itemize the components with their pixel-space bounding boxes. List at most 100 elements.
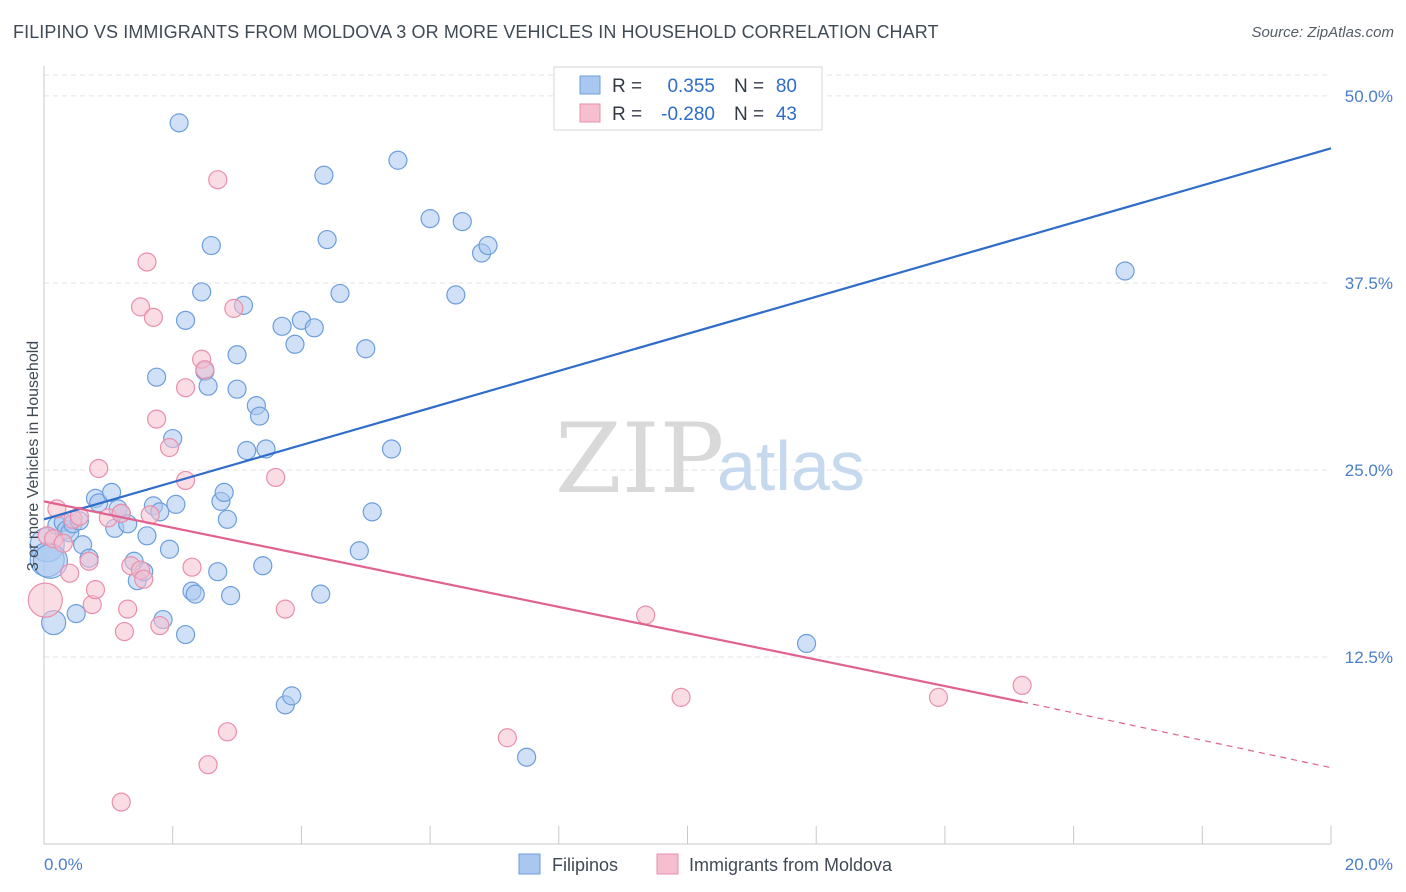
moldova-point-26 xyxy=(159,437,180,458)
moldova-point-28 xyxy=(175,378,196,398)
source-label: Source: ZipAtlas.com xyxy=(1251,24,1394,41)
watermark-atlas: atlas xyxy=(717,427,865,505)
legend-swatch-filipinos xyxy=(579,75,601,95)
filipinos-point-25 xyxy=(147,367,167,387)
moldova-point-20 xyxy=(134,569,154,589)
filipinos-point-61 xyxy=(317,229,337,250)
filipinos-point-51 xyxy=(253,556,273,576)
moldova-point-21 xyxy=(137,252,157,272)
moldova-point-33 xyxy=(208,170,228,190)
filipinos-point-73 xyxy=(517,747,537,767)
moldova-point-37 xyxy=(275,599,295,619)
moldova-point-25 xyxy=(150,615,170,636)
filipinos-point-30 xyxy=(166,494,186,514)
moldova-point-42 xyxy=(1012,675,1032,696)
watermark: ZIP atlas xyxy=(555,403,865,515)
y-tick-label-3: 50.0% xyxy=(1345,87,1393,106)
filipinos-point-60 xyxy=(314,165,334,185)
x-tick-labels: 0.0% 20.0% xyxy=(44,855,1393,874)
legend-swatch-moldova xyxy=(579,103,601,123)
filipinos-point-63 xyxy=(349,541,369,561)
moldova-point-36 xyxy=(266,467,286,488)
stats-legend: R = 0.355 N = 80 R = -0.280 N = 43 xyxy=(553,66,823,131)
legend-n-label-1: N = xyxy=(734,76,764,97)
filipinos-point-70 xyxy=(452,212,472,232)
moldova-point-24 xyxy=(147,409,167,429)
moldova-point-16 xyxy=(118,599,138,619)
filipinos-point-48 xyxy=(237,440,257,461)
x-tick-label-0: 0.0% xyxy=(44,855,83,874)
moldova-point-35 xyxy=(224,298,244,318)
filipinos-point-36 xyxy=(192,282,212,302)
chart-title: FILIPINO VS IMMIGRANTS FROM MOLDOVA 3 OR… xyxy=(13,22,939,42)
filipinos-point-32 xyxy=(175,624,196,645)
filipinos-point-28 xyxy=(159,539,180,559)
filipinos-point-72 xyxy=(478,235,498,256)
y-tick-label-0: 12.5% xyxy=(1345,648,1393,667)
series-legend-label-filipinos: Filipinos xyxy=(552,855,618,875)
moldova-points xyxy=(27,170,1032,812)
legend-r-value-2: -0.280 xyxy=(661,104,715,125)
filipinos-point-44 xyxy=(221,586,241,606)
filipinos-point-31 xyxy=(169,113,189,133)
legend-n-label-2: N = xyxy=(734,104,764,125)
filipinos-point-67 xyxy=(388,150,408,170)
moldova-point-38 xyxy=(497,728,517,748)
filipinos-point-74 xyxy=(796,633,817,654)
filipinos-point-66 xyxy=(381,439,402,459)
filipinos-point-53 xyxy=(272,316,292,336)
legend-r-label-1: R = xyxy=(612,76,642,97)
watermark-zip: ZIP xyxy=(555,403,724,515)
moldova-point-31 xyxy=(195,360,215,380)
filipinos-point-42 xyxy=(214,482,234,503)
filipinos-point-46 xyxy=(227,345,247,365)
moldova-point-39 xyxy=(636,605,656,625)
filipinos-point-55 xyxy=(282,686,302,706)
moldova-point-29 xyxy=(182,557,202,577)
moldova-point-11 xyxy=(89,458,109,479)
filipinos-trend-line xyxy=(43,147,1332,521)
moldova-point-19 xyxy=(130,297,151,317)
y-tick-label-1: 25.0% xyxy=(1345,461,1393,480)
filipinos-point-69 xyxy=(446,285,466,305)
filipinos-point-9 xyxy=(66,603,86,624)
filipinos-point-68 xyxy=(420,209,440,229)
legend-r-value-1: 0.355 xyxy=(667,76,715,97)
moldova-point-23 xyxy=(143,307,163,327)
series-legend-swatch-moldova xyxy=(656,853,679,875)
moldova-point-15 xyxy=(114,621,135,642)
moldova-point-34 xyxy=(217,722,237,742)
filipinos-point-23 xyxy=(137,526,157,546)
series-legend: Filipinos Immigrants from Moldova xyxy=(518,853,893,875)
y-tick-labels: 12.5% 25.0% 37.5% 50.0% xyxy=(1345,87,1393,667)
moldova-point-14 xyxy=(111,792,131,812)
moldova-trend-extension xyxy=(1021,701,1332,769)
moldova-point-41 xyxy=(928,687,949,707)
trend-lines xyxy=(43,147,1332,769)
filipinos-point-65 xyxy=(362,502,382,522)
moldova-point-13 xyxy=(111,503,131,523)
legend-r-label-2: R = xyxy=(612,104,642,125)
moldova-point-7 xyxy=(69,506,89,526)
y-axis-label: 3 or more Vehicles in Household xyxy=(25,341,42,571)
moldova-point-8 xyxy=(79,551,99,571)
moldova-point-10 xyxy=(85,580,106,600)
filipinos-point-75 xyxy=(1115,261,1135,281)
filipinos-point-56 xyxy=(285,334,305,354)
filipinos-point-62 xyxy=(330,283,350,304)
grid-lines xyxy=(44,74,1331,658)
filipinos-point-38 xyxy=(198,376,218,396)
series-legend-label-moldova: Immigrants from Moldova xyxy=(689,855,893,875)
legend-n-value-1: 80 xyxy=(776,76,797,97)
filipinos-point-45 xyxy=(227,379,247,399)
filipinos-point-35 xyxy=(185,584,205,604)
moldova-point-0 xyxy=(27,582,63,618)
filipinos-point-58 xyxy=(304,318,324,338)
filipinos-point-43 xyxy=(217,509,237,529)
moldova-point-32 xyxy=(198,755,218,775)
legend-n-value-2: 43 xyxy=(776,104,797,125)
moldova-point-4 xyxy=(53,533,73,553)
filipinos-point-64 xyxy=(356,339,376,359)
filipinos-point-50 xyxy=(249,406,270,426)
